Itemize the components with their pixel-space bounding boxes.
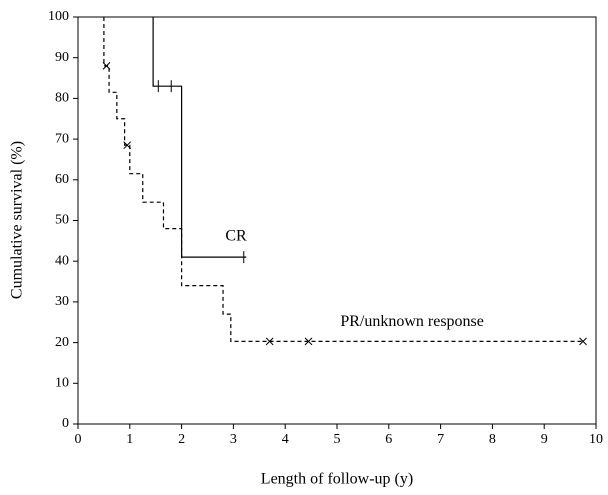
censor-mark (123, 141, 132, 150)
y-tick-label: 60 (55, 172, 69, 187)
y-tick-label: 10 (55, 376, 69, 391)
x-tick-label: 10 (589, 432, 603, 447)
y-tick-label: 50 (55, 213, 69, 228)
y-tick-label: 20 (55, 335, 69, 350)
y-tick-label: 90 (55, 50, 69, 65)
y-tick-label: 80 (55, 91, 69, 106)
y-tick-label: 0 (62, 416, 69, 431)
censor-mark (579, 337, 587, 346)
x-tick-label: 8 (489, 432, 496, 447)
censor-mark (304, 337, 313, 346)
censor-mark (102, 61, 111, 70)
y-tick-label: 100 (48, 9, 69, 24)
x-tick-label: 0 (75, 432, 82, 447)
x-tick-label: 1 (126, 432, 133, 447)
x-tick-label: 9 (541, 432, 548, 447)
x-tick-label: 7 (437, 432, 444, 447)
y-tick-label: 30 (55, 294, 69, 309)
y-axis-label: Cumulative survival (%) (9, 141, 26, 299)
x-tick-label: 3 (230, 432, 237, 447)
x-tick-label: 5 (334, 432, 341, 447)
x-tick-label: 4 (282, 432, 289, 447)
x-tick-label: 6 (385, 432, 392, 447)
series-label: PR/unknown response (340, 313, 484, 330)
censor-mark (265, 337, 274, 346)
series-label: CR (225, 227, 247, 244)
x-tick-label: 2 (178, 432, 185, 447)
plot-frame (77, 16, 597, 425)
survival-curve (103, 17, 584, 342)
y-tick-label: 40 (55, 253, 69, 268)
y-tick-label: 70 (55, 131, 69, 146)
x-axis-label: Length of follow-up (y) (261, 471, 413, 488)
survival-curve (152, 17, 247, 258)
